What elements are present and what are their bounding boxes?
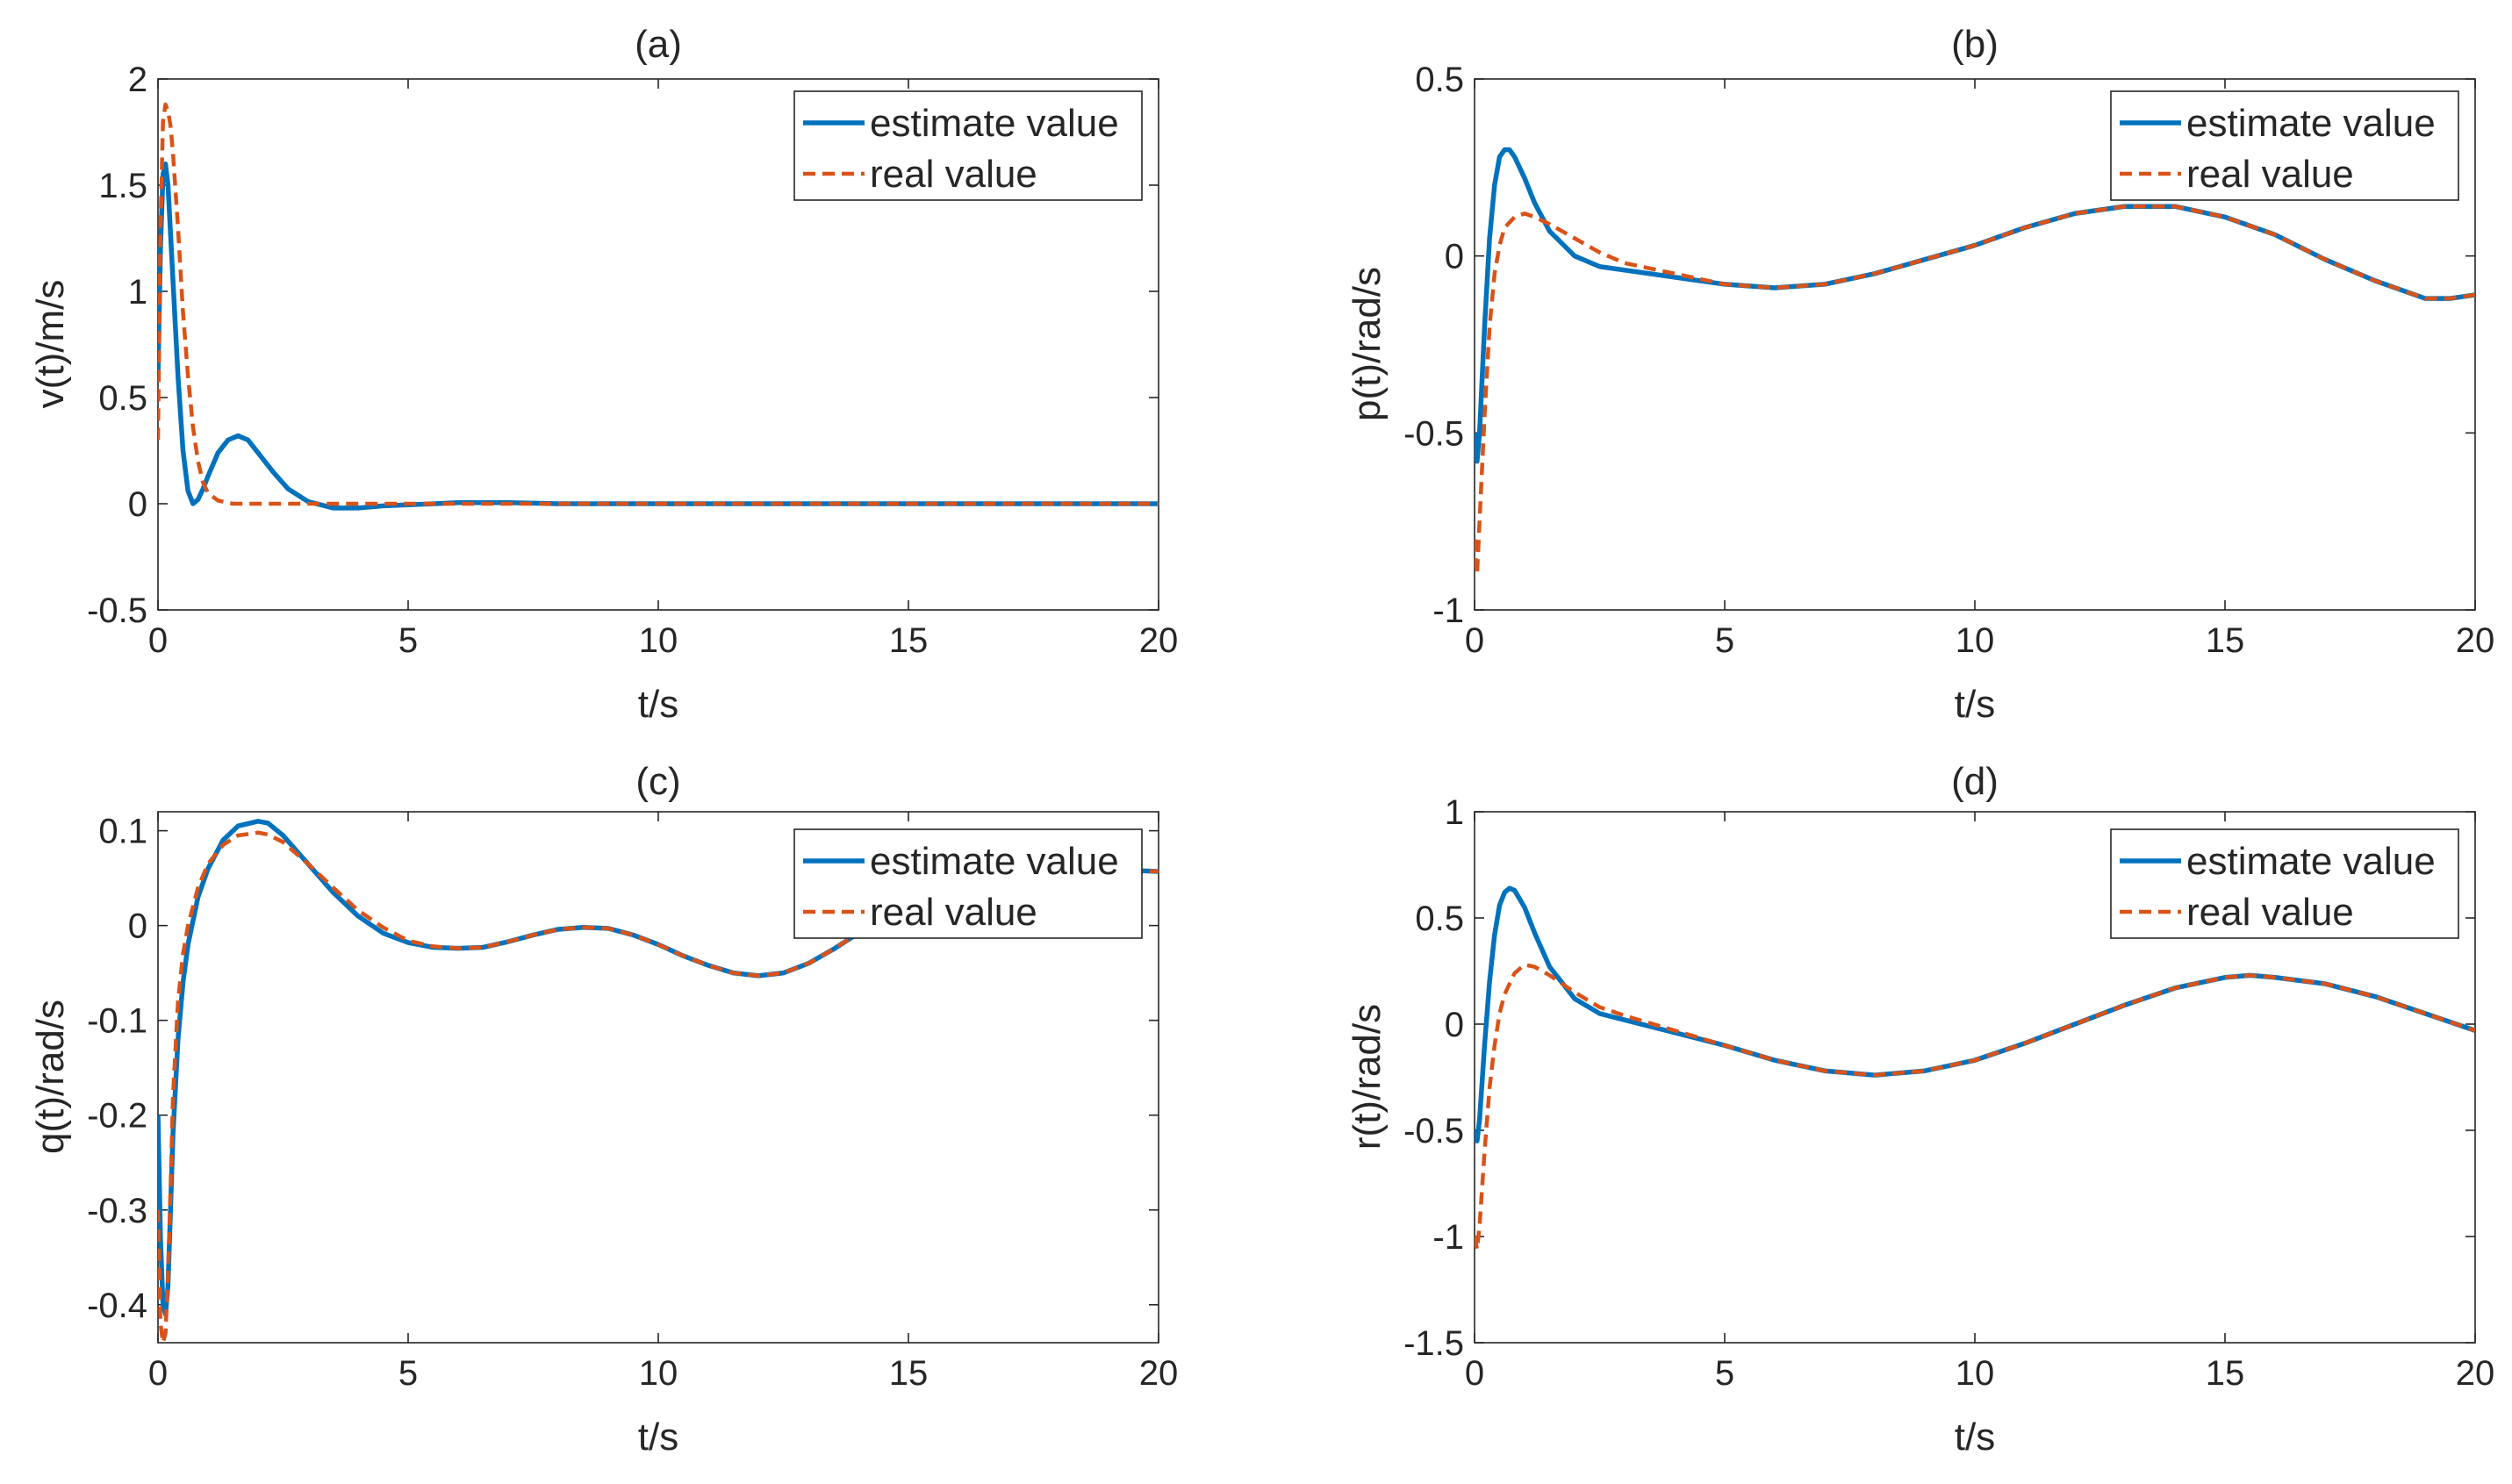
y-tick-label: 2 <box>128 61 147 99</box>
y-tick-label: 0.5 <box>1415 61 1464 99</box>
x-axis-label: t/s <box>638 683 678 726</box>
plot-lines <box>158 102 1159 511</box>
legend-label-estimate: estimate value <box>870 102 1119 145</box>
x-axis-label: t/s <box>1955 1416 1995 1459</box>
y-tick-label: 0 <box>1445 238 1464 276</box>
plot-lines <box>158 819 1159 1343</box>
plot-lines <box>1475 885 2475 1251</box>
panel-b: 0 5 10 15 20 -1 -0.5 0 0.5 (b) t/s p(t)/rad/s es… <box>1346 23 2494 726</box>
y-tick-label: 0 <box>1445 1006 1464 1044</box>
legend-label-real: real value <box>2186 153 2354 196</box>
y-tick-label: 1 <box>1445 793 1464 832</box>
real-series-line <box>158 830 1159 1343</box>
x-tick-label: 0 <box>148 621 168 660</box>
x-tick-label: 20 <box>1139 621 1179 660</box>
real-series-line <box>1475 204 2475 577</box>
x-tick-label: 20 <box>2456 621 2495 660</box>
y-axis-label: r(t)/rad/s <box>1346 1004 1389 1150</box>
y-axis-label: p(t)/rad/s <box>1346 267 1389 421</box>
legend-box <box>2110 90 2459 201</box>
panel-c: 0 5 10 15 20 -0.4 -0.3 -0.2 -0.1 0 0.1 (c) t/s q(t… <box>29 760 1178 1459</box>
y-tick-label: -0.2 <box>87 1097 147 1136</box>
x-tick-label: 15 <box>2206 1354 2245 1393</box>
legend-label-estimate: estimate value <box>2186 102 2436 145</box>
y-tick-label: -0.1 <box>87 1002 147 1041</box>
y-tick-label: 1 <box>128 273 147 312</box>
y-tick-label: -1.5 <box>1403 1324 1464 1363</box>
x-axis-label: t/s <box>638 1416 678 1459</box>
ticks: 0 5 10 15 20 -0.4 -0.3 -0.2 -0.1 0 0.1 <box>87 812 1178 1393</box>
y-tick-label: -0.5 <box>1403 414 1464 453</box>
ticks: 0 5 10 15 20 -1.5 -1 -0.5 0 0.5 1 <box>1403 793 2494 1393</box>
y-tick-label: -0.4 <box>87 1287 147 1325</box>
y-tick-label: 1.5 <box>98 167 147 205</box>
panel-title: (d) <box>1951 760 1999 803</box>
panel-title: (c) <box>635 760 680 803</box>
y-tick-label: -1 <box>1432 591 1464 630</box>
x-tick-label: 20 <box>2456 1354 2495 1393</box>
y-axis-label: v(t)/m/s <box>29 280 72 409</box>
legend-label-estimate: estimate value <box>2186 840 2436 883</box>
x-tick-label: 10 <box>1956 1354 1995 1393</box>
y-tick-label: 0.1 <box>98 813 147 851</box>
legend: estimate value real value <box>2110 828 2459 939</box>
x-tick-label: 15 <box>2206 621 2245 660</box>
y-tick-label: -0.5 <box>87 591 147 630</box>
y-tick-label: 0.5 <box>98 379 147 418</box>
x-tick-label: 10 <box>639 621 678 660</box>
x-tick-label: 5 <box>1715 621 1734 660</box>
x-tick-label: 20 <box>1139 1354 1179 1393</box>
y-tick-label: -1 <box>1432 1218 1464 1257</box>
real-series-line <box>1475 962 2475 1251</box>
panel-a: 0 5 10 15 20-0.500.511.52 (a) t/s v(t)/m/s e… <box>29 23 1178 726</box>
y-tick-label: -0.5 <box>1403 1112 1464 1151</box>
legend-label-real: real value <box>870 891 1037 934</box>
legend-label-estimate: estimate value <box>870 840 1119 883</box>
x-tick-label: 0 <box>1465 621 1484 660</box>
legend-label-real: real value <box>2186 891 2354 934</box>
panel-title: (a) <box>635 23 682 66</box>
x-tick-label: 15 <box>889 1354 929 1393</box>
estimate-series-line <box>1475 885 2475 1143</box>
y-tick-label: 0 <box>128 485 147 524</box>
panel-d: 0 5 10 15 20 -1.5 -1 -0.5 0 0.5 1 (d) t/s r(t)/rad… <box>1346 760 2494 1459</box>
legend: estimate value real value <box>793 90 1143 201</box>
x-axis-label: t/s <box>1955 683 1995 726</box>
plot-lines <box>1475 147 2475 577</box>
panel-title: (b) <box>1951 23 1999 66</box>
legend: estimate value real value <box>793 828 1143 939</box>
legend-label-real: real value <box>870 153 1037 196</box>
real-series-line <box>158 102 1159 506</box>
ticks: 0 5 10 15 20-0.500.511.52 <box>87 61 1178 660</box>
x-tick-label: 0 <box>148 1354 168 1393</box>
y-axis-label: q(t)/rad/s <box>29 1000 72 1154</box>
x-tick-label: 5 <box>1715 1354 1734 1393</box>
legend-box <box>793 828 1143 939</box>
ticks: 0 5 10 15 20 -1 -0.5 0 0.5 <box>1403 61 2494 660</box>
y-tick-label: -0.3 <box>87 1192 147 1230</box>
legend-box <box>2110 828 2459 939</box>
x-tick-label: 5 <box>398 1354 418 1393</box>
y-tick-label: 0 <box>128 907 147 946</box>
x-tick-label: 0 <box>1465 1354 1484 1393</box>
x-tick-label: 5 <box>398 621 418 660</box>
x-tick-label: 10 <box>1956 621 1995 660</box>
y-tick-label: 0.5 <box>1415 900 1464 938</box>
legend-box <box>793 90 1143 201</box>
x-tick-label: 10 <box>639 1354 678 1393</box>
legend: estimate value real value <box>2110 90 2459 201</box>
x-tick-label: 15 <box>889 621 929 660</box>
